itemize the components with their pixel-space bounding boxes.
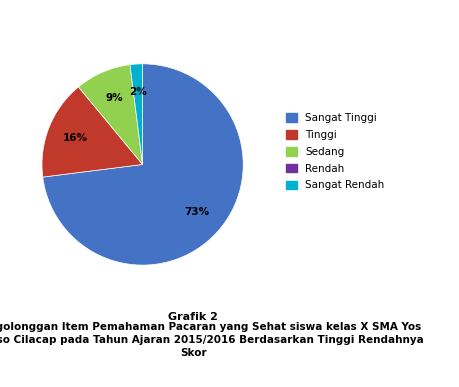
Text: 73%: 73% [184, 207, 209, 217]
Wedge shape [78, 65, 142, 164]
Text: 9%: 9% [105, 93, 123, 103]
Wedge shape [43, 64, 243, 265]
Wedge shape [130, 64, 142, 164]
Text: 16%: 16% [62, 133, 88, 143]
Legend: Sangat Tinggi, Tinggi, Sedang, Rendah, Sangat Rendah: Sangat Tinggi, Tinggi, Sedang, Rendah, S… [285, 113, 383, 190]
Wedge shape [42, 87, 142, 177]
Text: Penggolonggan Item Pemahaman Pacaran yang Sehat siswa kelas X SMA Yos
Sudarso Ci: Penggolonggan Item Pemahaman Pacaran yan… [0, 322, 423, 358]
Text: Grafik 2: Grafik 2 [168, 312, 218, 322]
Text: 2%: 2% [129, 87, 146, 97]
